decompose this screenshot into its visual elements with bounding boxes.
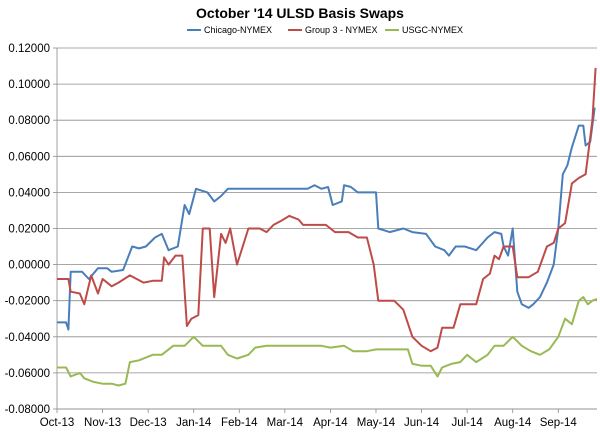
y-tick-label: 0.08000 (8, 115, 50, 127)
series-line-2 (57, 67, 597, 353)
legend-label: Chicago-NYMEX (204, 25, 272, 35)
y-tick-label: -0.08000 (5, 404, 50, 416)
series-line-1 (57, 107, 596, 331)
y-tick-label: 0.04000 (8, 187, 50, 199)
x-tick-label: Nov-13 (84, 417, 121, 429)
x-tick-label: Mar-14 (267, 417, 304, 429)
y-tick-label: -0.06000 (5, 368, 50, 380)
x-tick-label: Jun-14 (404, 417, 440, 429)
y-tick-label: -0.04000 (5, 332, 50, 344)
x-tick-label: Jan-14 (176, 417, 212, 429)
x-tick-label: Oct-13 (40, 417, 75, 429)
y-tick-label: 0.06000 (8, 151, 50, 163)
legend-label: USGC-NYMEX (402, 25, 463, 35)
y-tick-label: -0.02000 (5, 296, 50, 308)
legend-label: Group 3 - NYMEX (305, 25, 378, 35)
legend: Chicago-NYMEX Group 3 - NYMEX USGC-NYMEX (187, 25, 463, 35)
x-tick-label: Apr-14 (313, 417, 348, 429)
x-tick-label: Jul-14 (451, 417, 483, 429)
x-tick-label: Aug-14 (494, 417, 532, 429)
x-tick-label: Sep-14 (540, 417, 578, 429)
chart-title: October '14 ULSD Basis Swaps (196, 5, 404, 21)
x-tick-label: Dec-13 (130, 417, 167, 429)
series-line-3 (57, 296, 598, 387)
x-tick-label: Feb-14 (221, 417, 258, 429)
x-axis-ticks: Oct-13 Nov-13 Dec-13 Jan-14 Feb-14 Mar-14 Apr-… (40, 409, 578, 429)
y-tick-label: 0.12000 (8, 43, 50, 55)
x-tick-label: May-14 (357, 417, 396, 429)
y-axis-ticks: 0.12000 0.10000 0.08000 0.06000 0.04000 0.020… (5, 43, 57, 416)
y-tick-label: 0.00000 (8, 260, 50, 272)
y-tick-label: 0.10000 (8, 79, 50, 91)
series-lines (57, 67, 598, 387)
y-tick-label: 0.02000 (8, 224, 50, 236)
